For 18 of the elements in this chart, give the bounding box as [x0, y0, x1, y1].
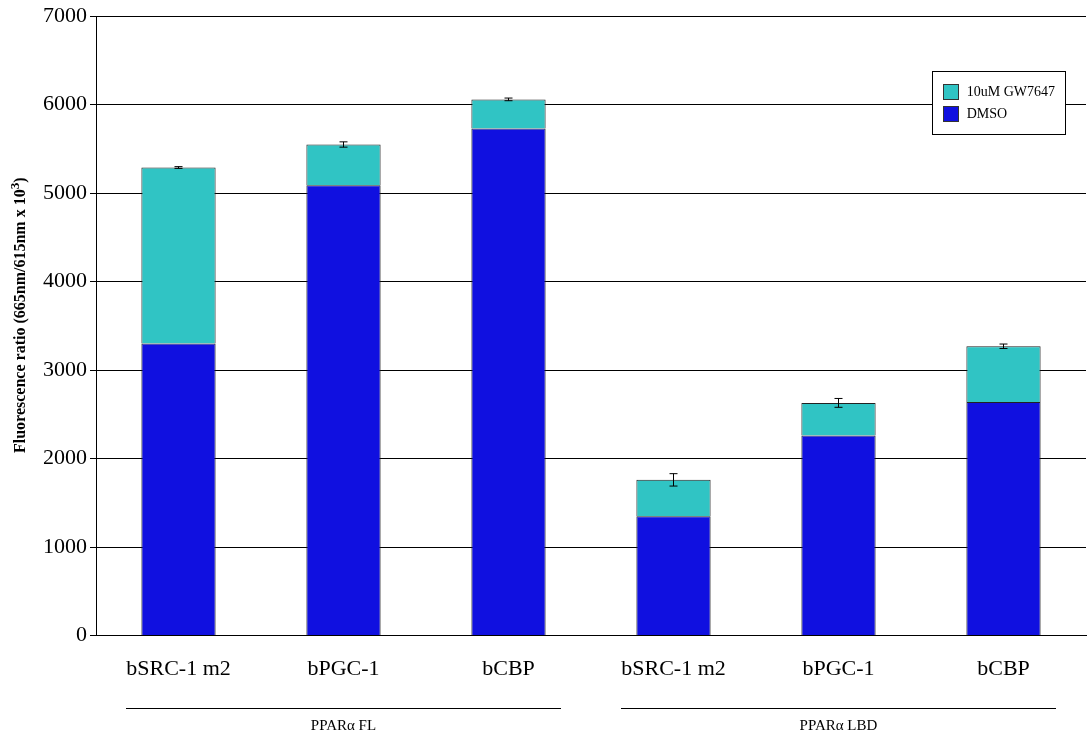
- text: PPARα LBD: [621, 708, 1056, 734]
- y-tick-label: 7000: [43, 1, 87, 27]
- y-tick-label: 6000: [43, 90, 87, 116]
- x-tick-label: bPGC-1: [802, 654, 875, 680]
- x-tick-label: bSRC-1 m2: [621, 654, 726, 680]
- x-tick-label: bCBP: [482, 654, 535, 680]
- text: PPARα FL: [126, 708, 561, 734]
- y-tick-label: 1000: [43, 532, 87, 558]
- y-tick-label: 0: [76, 621, 87, 647]
- legend-label: DMSO: [966, 106, 1008, 123]
- y-tick-label: 5000: [43, 178, 87, 204]
- y-tick-label: 3000: [43, 355, 87, 381]
- y-tick-label: 4000: [43, 267, 87, 293]
- x-tick-label: bPGC-1: [307, 654, 380, 680]
- legend-label: 10uM GW7647: [966, 84, 1055, 101]
- y-tick-label: 2000: [43, 444, 87, 470]
- x-tick-label: bSRC-1 m2: [126, 654, 231, 680]
- x-tick-label: bCBP: [977, 654, 1030, 680]
